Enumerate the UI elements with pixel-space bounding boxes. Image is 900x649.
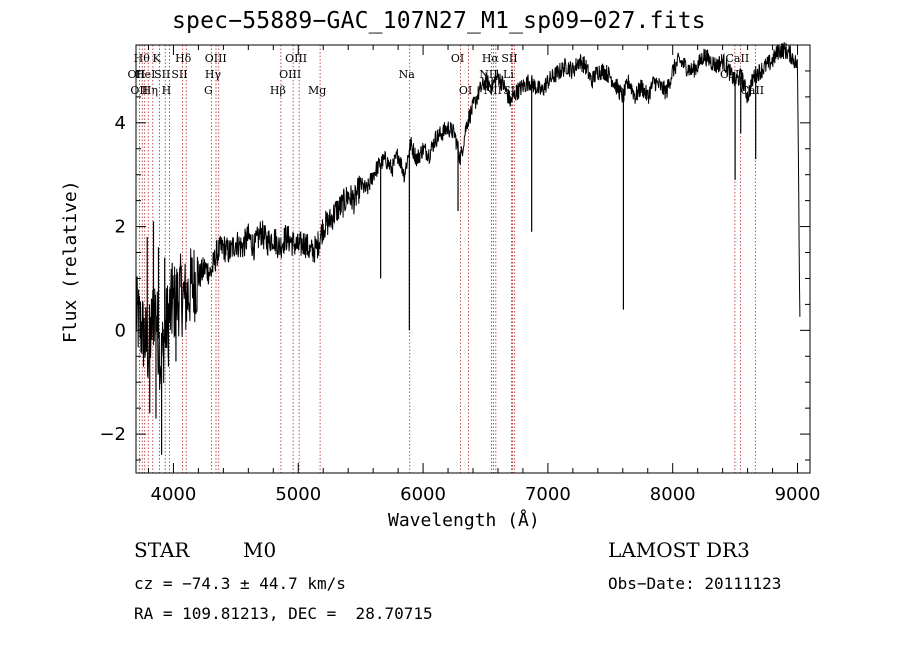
line-label-12: OIII bbox=[205, 52, 227, 65]
plot-frame bbox=[135, 44, 811, 474]
line-label-19: OI bbox=[459, 84, 472, 97]
line-label-16: Mg bbox=[308, 84, 326, 97]
y-tick-label-0: 0 bbox=[115, 320, 126, 341]
line-label-24: SII bbox=[501, 52, 517, 65]
flux-series-line bbox=[135, 42, 801, 391]
x-tick-label-8000: 8000 bbox=[650, 484, 696, 505]
chart-title: spec−55889−GAC_107N27_M1_sp09−027.fits bbox=[172, 8, 706, 34]
line-label-27: CaII bbox=[726, 52, 750, 65]
x-tick-label-4000: 4000 bbox=[151, 484, 197, 505]
line-label-1: OII bbox=[130, 84, 148, 97]
object-class: STAR bbox=[134, 538, 190, 562]
y-axis-label: Flux (relative) bbox=[60, 180, 81, 343]
line-label-3: HeI bbox=[135, 68, 155, 81]
ra-dec-coordinates: RA = 109.81213, DEC = 28.70715 bbox=[134, 604, 433, 623]
absorption-spikes bbox=[146, 74, 757, 455]
y-axis-ticks: −2 0 2 4 bbox=[99, 44, 810, 461]
y-tick-label--2: −2 bbox=[99, 424, 126, 445]
line-label-15: OIII bbox=[285, 52, 307, 65]
line-label-13: Hβ bbox=[270, 84, 286, 97]
line-label-5: K bbox=[152, 52, 161, 65]
survey-name: LAMOST DR3 bbox=[608, 538, 750, 562]
line-label-7: H bbox=[162, 84, 172, 97]
emission-line-markers bbox=[138, 45, 756, 473]
line-label-20: NII bbox=[479, 68, 497, 81]
x-axis-ticks: 4000 5000 6000 7000 8000 9000 bbox=[147, 45, 821, 505]
x-tick-label-5000: 5000 bbox=[275, 484, 321, 505]
object-subclass: M0 bbox=[243, 538, 277, 562]
line-label-2: Hθ bbox=[134, 52, 151, 65]
redshift-cz: cz = −74.3 ± 44.7 km/s bbox=[134, 574, 346, 593]
emission-line-labels: OIIOIIHθHeIHηKSIIHHδSIIGHγOIIIHβOIIIOIII… bbox=[128, 52, 765, 97]
observation-date: Obs−Date: 20111123 bbox=[608, 574, 782, 593]
x-tick-label-6000: 6000 bbox=[400, 484, 446, 505]
line-label-23: Li bbox=[503, 68, 514, 81]
line-label-18: OI bbox=[451, 52, 464, 65]
line-label-17: Na bbox=[399, 68, 416, 81]
line-label-10: G bbox=[204, 84, 213, 97]
line-label-21: Hα bbox=[482, 52, 500, 65]
line-label-9: SII bbox=[171, 68, 187, 81]
x-tick-label-7000: 7000 bbox=[525, 484, 571, 505]
line-label-4: Hη bbox=[142, 84, 158, 97]
line-label-8: Hδ bbox=[175, 52, 192, 65]
y-tick-label-4: 4 bbox=[115, 113, 126, 134]
line-label-11: Hγ bbox=[205, 68, 222, 81]
y-tick-label-2: 2 bbox=[115, 217, 126, 238]
x-tick-label-9000: 9000 bbox=[775, 484, 821, 505]
line-label-14: OIII bbox=[279, 68, 301, 81]
line-label-6: SII bbox=[154, 68, 170, 81]
x-axis-label: Wavelength (Å) bbox=[388, 510, 540, 531]
